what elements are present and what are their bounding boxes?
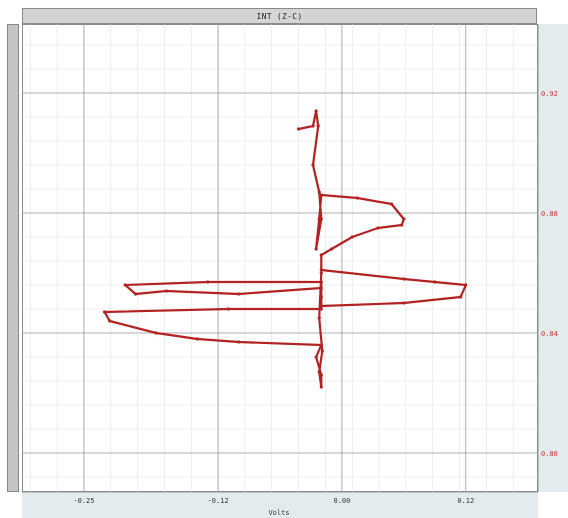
- y-axis-panel: [538, 24, 568, 492]
- data-point: [319, 343, 323, 347]
- data-point: [237, 340, 241, 344]
- data-point: [350, 235, 354, 239]
- minor-grid: [22, 24, 538, 492]
- data-point: [154, 331, 158, 335]
- data-point: [237, 292, 241, 296]
- data-point: [433, 280, 437, 284]
- y-tick-label: 0.92: [541, 90, 558, 98]
- data-point: [355, 196, 359, 200]
- y-tick-label: 0.88: [541, 210, 558, 218]
- left-scrollbar[interactable]: [7, 24, 19, 492]
- data-point: [319, 286, 323, 290]
- data-point: [319, 385, 323, 389]
- data-point: [319, 271, 323, 275]
- y-tick-label: 0.80: [541, 450, 558, 458]
- data-point: [314, 247, 318, 251]
- x-axis-label: Volts: [268, 509, 289, 517]
- chart-title: INT (Z-C): [256, 11, 303, 21]
- data-point: [400, 223, 404, 227]
- data-trace-line: [103, 109, 467, 389]
- data-point: [402, 217, 406, 221]
- data-point: [314, 109, 318, 113]
- data-point: [319, 307, 323, 311]
- plot-area: [22, 24, 538, 492]
- data-point: [311, 163, 315, 167]
- data-point: [459, 295, 463, 299]
- data-point: [319, 295, 323, 299]
- data-point: [108, 319, 112, 323]
- data-point: [316, 124, 320, 128]
- data-point: [319, 304, 323, 308]
- data-point: [319, 280, 323, 284]
- data-point: [319, 373, 323, 377]
- data-point: [123, 283, 127, 287]
- x-axis-panel: [22, 492, 538, 518]
- data-point: [402, 301, 406, 305]
- data-point: [226, 307, 230, 311]
- data-point: [296, 127, 301, 131]
- y-tick-labels: 0.80 0.84 0.88 0.92: [541, 90, 558, 458]
- x-tick-label: -0.12: [208, 497, 229, 505]
- data-point: [317, 316, 321, 320]
- trace-layer: [102, 109, 468, 389]
- data-point: [195, 337, 200, 341]
- data-point: [319, 253, 323, 257]
- data-point: [319, 193, 323, 197]
- data-point: [206, 280, 210, 284]
- major-grid: [22, 24, 538, 492]
- data-point: [314, 355, 318, 359]
- data-point: [319, 268, 323, 272]
- x-tick-label: 0.00: [333, 497, 350, 505]
- x-tick-labels: -0.25 -0.12 0.00 0.12: [73, 497, 474, 505]
- data-point: [133, 292, 138, 296]
- x-tick-label: -0.25: [73, 497, 94, 505]
- data-point: [320, 349, 324, 353]
- data-point: [164, 289, 169, 293]
- data-point: [311, 124, 315, 128]
- x-tick-label: 0.12: [457, 497, 474, 505]
- data-point: [317, 217, 321, 221]
- data-point: [317, 370, 321, 374]
- data-point: [376, 226, 380, 230]
- data-point: [330, 247, 334, 251]
- data-point: [317, 190, 321, 194]
- data-point: [389, 202, 394, 206]
- data-point: [102, 310, 107, 314]
- data-point: [464, 283, 468, 287]
- y-tick-label: 0.84: [541, 330, 558, 338]
- chart-title-bar: INT (Z-C): [22, 8, 537, 24]
- data-point: [402, 277, 406, 281]
